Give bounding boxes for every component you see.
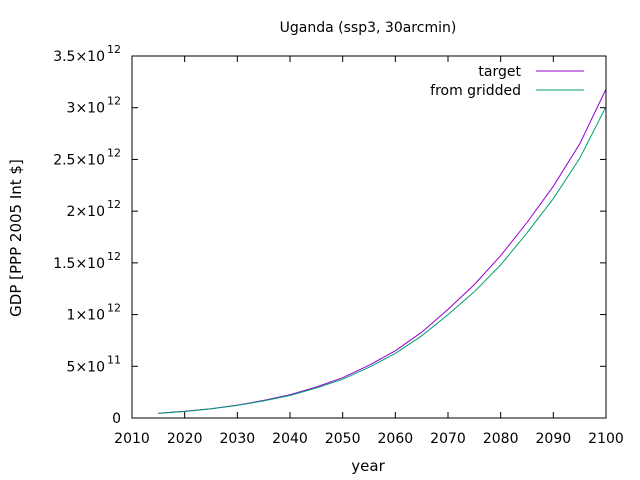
y-axis-label: GDP [PPP 2005 Int $] xyxy=(7,159,25,317)
x-tick-label: 2100 xyxy=(588,431,624,447)
x-tick-label: 2010 xyxy=(114,431,150,447)
y-tick-label: 5×10 11 xyxy=(67,353,121,375)
x-tick-label: 2080 xyxy=(483,431,519,447)
plot-frame xyxy=(131,55,607,419)
y-ticks: 0 5×10 11 1×10 12 1.5×10 12 2×10 12 2.5×10 12 3×10 1… xyxy=(53,43,606,427)
x-tick-label: 2060 xyxy=(378,431,414,447)
y-tick-label: 2×10 12 xyxy=(67,198,121,220)
x-tick-label: 2040 xyxy=(272,431,308,447)
legend: target from gridded xyxy=(430,64,584,99)
y-tick-label: 3.5×10 12 xyxy=(53,43,121,65)
y-tick-label: 0 xyxy=(112,411,121,427)
y-tick-label: 1.5×10 12 xyxy=(53,250,121,272)
x-axis-label: year xyxy=(351,457,385,475)
y-tick-label: 1×10 12 xyxy=(67,302,121,324)
x-ticks: 2010 2020 2030 2040 2050 2060 2070 2080 2090 2100 xyxy=(114,56,624,447)
x-tick-label: 2020 xyxy=(167,431,203,447)
chart-title: Uganda (ssp3, 30arcmin) xyxy=(280,20,457,36)
y-tick-label: 2.5×10 12 xyxy=(53,146,121,168)
x-tick-label: 2050 xyxy=(325,431,361,447)
x-tick-label: 2070 xyxy=(430,431,466,447)
x-tick-label: 2030 xyxy=(220,431,256,447)
y-tick-label: 3×10 12 xyxy=(67,95,121,117)
series-line-target xyxy=(158,88,607,414)
series-line-from-gridded xyxy=(158,106,607,414)
series-layer xyxy=(158,88,607,414)
legend-label: from gridded xyxy=(430,83,521,99)
legend-label: target xyxy=(478,64,521,80)
x-tick-label: 2090 xyxy=(536,431,572,447)
